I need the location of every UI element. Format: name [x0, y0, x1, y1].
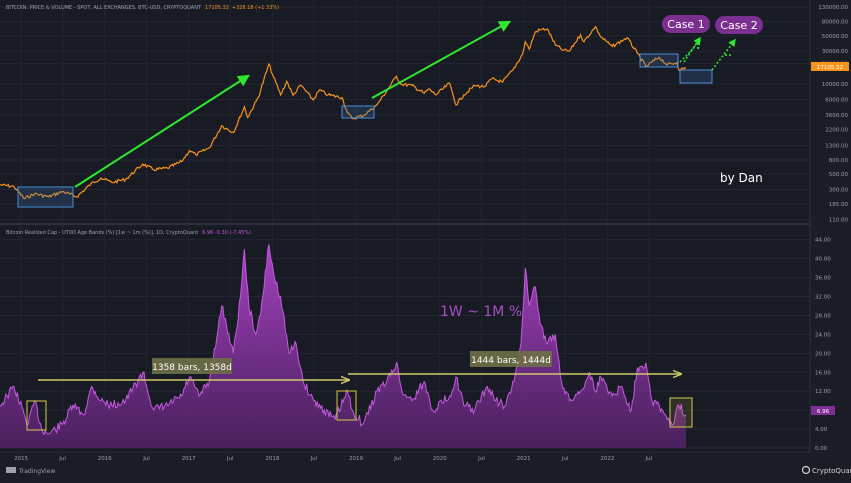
price-tick-label: 2200.00 — [825, 128, 848, 134]
time-tick-label: Jul — [645, 456, 653, 462]
time-tick-label: Jul — [226, 456, 234, 462]
price-tick-label: 185.00 — [829, 202, 849, 208]
span-label-2-text: 1444 bars, 1444d — [471, 356, 551, 366]
price-chart-title: BITCOIN: PRICE & VOLUME - SPOT, ALL EXCH… — [6, 5, 279, 11]
case1-label: Case 1 — [667, 18, 704, 31]
price-tick-label: 800.00 — [829, 158, 849, 164]
time-tick-label: 2021 — [517, 456, 531, 462]
span-label-1-text: 1358 bars, 1358d — [152, 363, 232, 373]
price-tick-label: 80000.00 — [822, 20, 849, 26]
bottom-box-2022 — [670, 398, 692, 427]
tradingview-logo-icon — [6, 467, 16, 473]
case1-badge: Case 1 — [662, 15, 710, 33]
case2-badge: Case 2 — [715, 16, 763, 34]
indicator-title: Bitcoin Realized Cap - UTXO Age Bands (%… — [6, 230, 251, 236]
time-tick-label: Jul — [393, 456, 401, 462]
indicator-tick-label: 36.00 — [815, 276, 831, 282]
consolidation-box-2015 — [18, 187, 73, 207]
price-tick-label: 500.00 — [829, 172, 849, 178]
indicator-tick-label: 40.00 — [815, 257, 831, 263]
price-tick-label: 110.00 — [829, 218, 849, 224]
projection-box — [680, 70, 712, 83]
tradingview-label: TradingView — [18, 468, 55, 475]
time-tick-label: 2019 — [349, 456, 363, 462]
price-last-tag-text: 17105.32 — [817, 65, 843, 71]
price-tick-label: 3600.00 — [825, 113, 848, 119]
price-tick-label: 30000.00 — [822, 49, 849, 55]
price-tick-label: 10000.00 — [822, 82, 849, 88]
price-tick-label: 1300.00 — [825, 143, 848, 149]
price-tick-label: 50000.00 — [822, 34, 849, 40]
price-pane — [0, 0, 810, 222]
time-tick-label: Jul — [310, 456, 318, 462]
price-tick-label: 300.00 — [829, 187, 849, 193]
time-tick-label: Jul — [58, 456, 66, 462]
indicator-tick-label: 16.00 — [815, 370, 831, 376]
span-label-2: 1444 bars, 1444d — [470, 351, 552, 367]
indicator-tick-label: 0.00 — [815, 446, 828, 452]
indicator-big-label: 1W ~ 1M % — [440, 304, 522, 320]
price-tick-label: 130000.00 — [818, 5, 848, 11]
time-tick-label: 2018 — [265, 456, 279, 462]
time-tick-label: 2020 — [433, 456, 447, 462]
indicator-tick-label: 4.00 — [815, 427, 828, 433]
indicator-tick-label: 20.00 — [815, 351, 831, 357]
case2-label: Case 2 — [720, 19, 757, 32]
indicator-tick-label: 32.00 — [815, 295, 831, 301]
time-tick-label: 2017 — [182, 456, 196, 462]
time-tick-label: Jul — [561, 456, 569, 462]
time-tick-label: 2022 — [600, 456, 614, 462]
indicator-tick-label: 24.00 — [815, 332, 831, 338]
time-tick-label: 2016 — [98, 456, 112, 462]
consolidation-box-2019 — [342, 106, 374, 118]
price-tick-label: 6000.00 — [825, 98, 848, 104]
indicator-tick-label: 28.00 — [815, 313, 831, 319]
time-tick-label: Jul — [477, 456, 485, 462]
cryptoquant-label: CryptoQuant — [812, 467, 851, 475]
indicator-last-tag-text: 6.96 — [817, 409, 830, 415]
span-label-1: 1358 bars, 1358d — [152, 358, 232, 374]
indicator-tick-label: 44.00 — [815, 238, 831, 244]
author-label: by Dan — [720, 171, 763, 185]
time-tick-label: 2015 — [14, 456, 28, 462]
time-tick-label: Jul — [142, 456, 150, 462]
indicator-tick-label: 12.00 — [815, 389, 831, 395]
consolidation-box-2022 — [640, 54, 678, 67]
